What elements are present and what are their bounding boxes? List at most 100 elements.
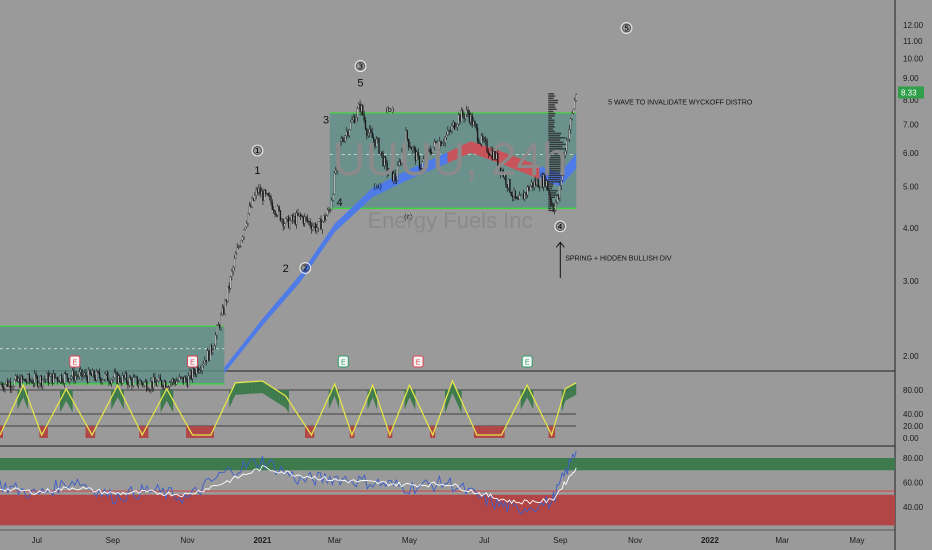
candle-body	[155, 382, 157, 386]
candle-body	[505, 174, 507, 185]
candle-body	[98, 372, 101, 379]
volume-profile-bar	[548, 101, 558, 104]
earnings-marker[interactable]	[337, 355, 349, 368]
candle-body	[255, 189, 257, 196]
osc-green-area	[452, 390, 456, 400]
candle-body	[271, 202, 274, 210]
candle-body	[371, 132, 373, 138]
candle-body	[362, 105, 364, 116]
candle-body	[534, 181, 537, 186]
osc-green-area	[331, 390, 335, 403]
wave-label: 2	[283, 263, 289, 275]
candle-body	[443, 142, 445, 144]
candle-body	[304, 216, 306, 224]
candle-body	[333, 172, 336, 195]
earnings-marker[interactable]	[521, 355, 533, 368]
wave-label: 5	[357, 78, 363, 90]
rsi-axis-tick: 40.00	[903, 503, 924, 512]
candle-body	[355, 117, 357, 123]
wave-label: 3	[323, 114, 329, 126]
ribbon-segment	[447, 141, 471, 164]
candle-body	[16, 375, 18, 382]
candle-body	[229, 276, 232, 289]
candle-body	[440, 141, 442, 146]
candle-body	[545, 180, 548, 187]
candle-body	[570, 118, 572, 130]
candle-body	[381, 151, 383, 154]
candle-body	[59, 375, 62, 383]
candle-body	[206, 350, 209, 363]
osc-green-area	[258, 381, 263, 390]
candle-body	[151, 381, 153, 389]
candle-body	[13, 379, 16, 387]
candle-body	[285, 218, 287, 224]
volume-profile-bar	[548, 205, 556, 207]
candle-body	[9, 381, 12, 389]
candle-body	[225, 300, 228, 302]
watermark-company: Energy Fuels Inc	[367, 208, 532, 233]
candle-body	[0, 383, 2, 385]
candle-body	[205, 359, 207, 363]
osc-green-area	[268, 384, 272, 390]
candle-body	[556, 195, 558, 203]
candle-body	[92, 370, 94, 377]
candle-body	[4, 384, 6, 390]
candle-body	[436, 143, 438, 148]
volume-profile-bar	[548, 95, 556, 97]
candle-body	[208, 350, 210, 361]
candle-body	[111, 379, 113, 384]
wave-label-circled: ②	[300, 263, 310, 275]
candle-body	[557, 195, 560, 199]
candle-body	[235, 253, 237, 259]
candle-body	[263, 190, 265, 201]
oscillator-pane	[0, 379, 577, 438]
candle-body	[539, 187, 541, 188]
candle-body	[104, 373, 106, 380]
candle-body	[247, 213, 249, 224]
candle-body	[51, 373, 53, 384]
candle-body	[482, 135, 484, 141]
candle-body	[493, 150, 495, 160]
candle-body	[484, 139, 487, 141]
candle-body	[544, 174, 546, 187]
volume-profile-bar	[548, 108, 557, 111]
candle-body	[66, 373, 68, 379]
candle-body	[295, 212, 298, 225]
candle-body	[70, 376, 72, 379]
candle-body	[35, 373, 37, 377]
candle-body	[401, 152, 403, 164]
candle-body	[433, 141, 436, 148]
candle-body	[322, 215, 325, 222]
candle-body	[294, 216, 296, 225]
earnings-marker[interactable]	[69, 355, 81, 368]
candle-body	[395, 180, 398, 181]
volume-profile-bar	[548, 170, 564, 172]
osc-axis-tick: 40.00	[903, 410, 924, 419]
price-axis-tick: 3.00	[903, 277, 919, 286]
earnings-marker[interactable]	[412, 355, 424, 368]
volume-profile-bar	[548, 194, 559, 196]
earnings-marker[interactable]	[186, 355, 198, 368]
candle-body	[340, 138, 342, 142]
candle-body	[514, 190, 516, 198]
candle-body	[521, 193, 523, 196]
volume-profile-bar	[548, 152, 565, 155]
candle-body	[403, 146, 406, 149]
candle-body	[320, 218, 322, 230]
candle-body	[115, 372, 117, 374]
candle-body	[186, 379, 188, 387]
rsi-axis-tick: 80.00	[903, 454, 924, 463]
candle-body	[532, 182, 534, 188]
osc-green-area	[252, 381, 256, 390]
wave-label-circled: ①	[253, 146, 263, 158]
candle-body	[298, 213, 301, 216]
candle-body	[213, 345, 215, 350]
earnings-marker-label: E	[341, 360, 346, 367]
candle-body	[7, 380, 9, 387]
candle-body	[568, 129, 570, 140]
candle-body	[264, 190, 267, 194]
candle-body	[224, 300, 226, 314]
osc-green-area	[238, 390, 243, 395]
candle-body	[31, 380, 33, 384]
candle-body	[406, 130, 409, 140]
